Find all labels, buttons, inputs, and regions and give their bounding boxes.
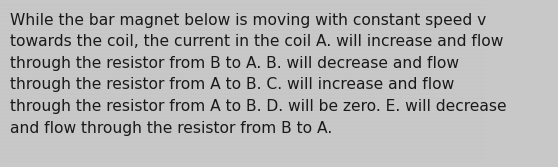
Text: While the bar magnet below is moving with constant speed v
towards the coil, the: While the bar magnet below is moving wit…	[10, 13, 507, 136]
